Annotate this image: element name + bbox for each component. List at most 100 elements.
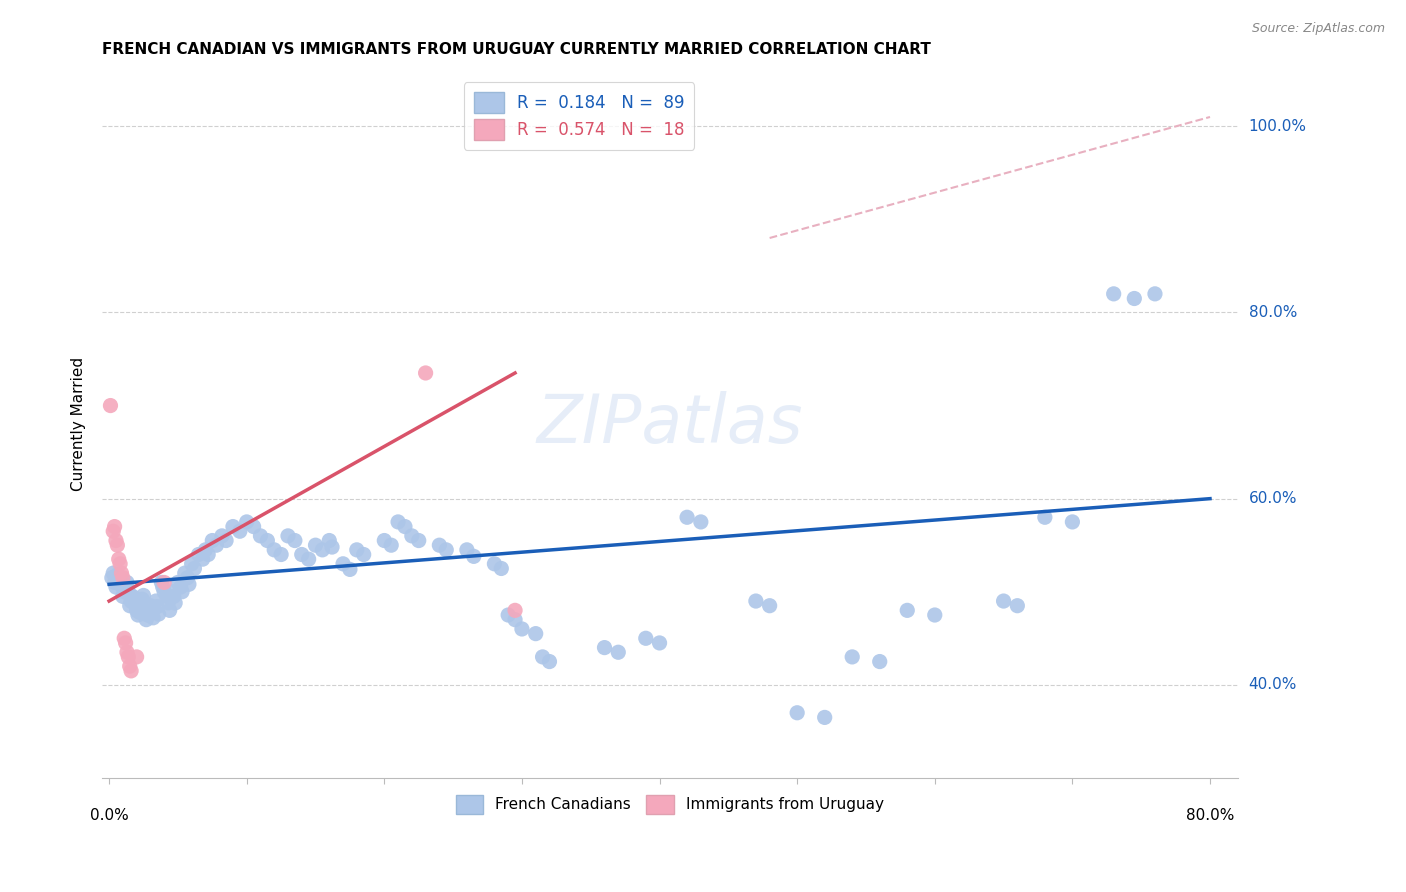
Point [136,607,159,622]
Point [456,542,478,557]
Point [394,519,416,533]
Point [373,533,395,548]
Point [114,580,136,594]
Point [298,552,321,566]
Text: FRENCH CANADIAN VS IMMIGRANTS FROM URUGUAY CURRENTLY MARRIED CORRELATION CHART: FRENCH CANADIAN VS IMMIGRANTS FROM URUGU… [103,42,931,57]
Point [159,603,181,617]
Point [270,548,292,562]
Point [170,584,193,599]
Point [814,710,837,724]
Point [134,603,156,617]
Point [1143,286,1166,301]
Point [111,590,134,604]
Point [401,529,423,543]
Point [104,575,127,590]
Point [531,649,554,664]
Point [491,561,513,575]
Point [145,594,167,608]
Point [153,584,176,599]
Point [896,603,918,617]
Point [173,566,195,581]
Point [112,632,135,646]
Point [100,399,122,413]
Text: 80.0%: 80.0% [1185,808,1234,823]
Point [1123,292,1146,306]
Point [538,655,561,669]
Point [758,599,780,613]
Point [924,607,946,622]
Point [484,557,506,571]
Point [163,590,186,604]
Point [103,566,125,581]
Point [229,524,252,539]
Point [156,590,179,604]
Point [607,645,630,659]
Point [277,529,299,543]
Point [634,632,657,646]
Point [353,548,375,562]
Point [104,519,127,533]
Point [215,533,238,548]
Point [1062,515,1084,529]
Point [112,584,135,599]
Point [993,594,1015,608]
Point [108,557,131,571]
Point [135,613,157,627]
Point [118,659,141,673]
Point [153,575,176,590]
Point [304,538,326,552]
Point [211,529,233,543]
Point [129,596,152,610]
Point [339,562,361,576]
Point [111,571,134,585]
Point [177,577,200,591]
Point [131,592,153,607]
Point [510,622,533,636]
Point [408,533,430,548]
Text: 40.0%: 40.0% [1249,677,1296,692]
Legend: French Canadians, Immigrants from Uruguay: French Canadians, Immigrants from Urugua… [450,789,890,820]
Point [745,594,768,608]
Point [122,596,145,610]
Point [463,549,485,564]
Point [415,366,437,380]
Point [180,557,202,571]
Point [284,533,307,548]
Point [311,542,333,557]
Point [139,599,162,613]
Point [110,573,132,587]
Point [121,590,143,604]
Point [194,542,217,557]
Text: 100.0%: 100.0% [1249,119,1306,134]
Point [148,607,170,621]
Point [841,649,863,664]
Point [496,607,519,622]
Point [105,538,128,552]
Point [142,611,165,625]
Point [321,540,343,554]
Y-axis label: Currently Married: Currently Married [72,357,86,491]
Text: 0.0%: 0.0% [90,808,128,823]
Point [132,589,155,603]
Point [124,591,146,606]
Point [110,566,132,581]
Point [183,561,205,575]
Text: 60.0%: 60.0% [1249,491,1298,506]
Point [146,599,169,614]
Point [676,510,699,524]
Point [115,575,138,590]
Point [118,599,141,613]
Point [689,515,711,529]
Point [187,548,209,562]
Point [107,574,129,588]
Point [291,548,314,562]
Text: 80.0%: 80.0% [1249,305,1296,320]
Point [169,580,191,594]
Point [167,575,190,590]
Point [201,533,224,548]
Point [165,596,187,610]
Point [427,538,450,552]
Point [105,568,128,582]
Point [222,519,245,533]
Point [263,542,285,557]
